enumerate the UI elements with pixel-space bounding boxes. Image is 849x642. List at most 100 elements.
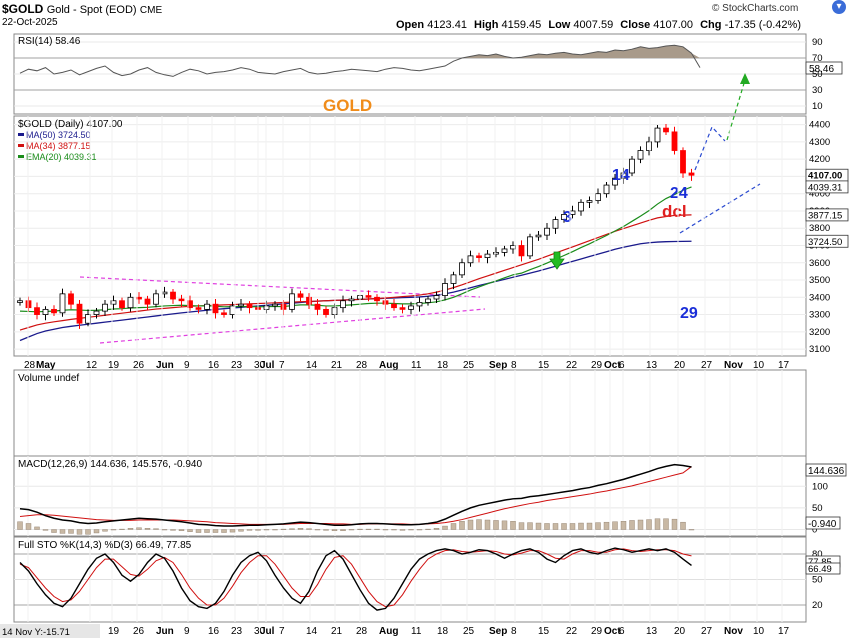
candle-up	[586, 200, 593, 203]
bottom-x-tick-label: 23	[231, 626, 243, 637]
bottom-x-tick-label: 27	[701, 626, 713, 637]
candle-down	[297, 293, 304, 298]
macd-histogram-bar	[204, 529, 210, 533]
macd-histogram-bar	[459, 521, 465, 530]
candle-down	[178, 298, 185, 302]
price-projection-blue	[694, 125, 726, 171]
candle-up	[442, 283, 448, 296]
macd-histogram-bar	[561, 523, 567, 530]
macd-histogram-bar	[510, 521, 516, 530]
price-x-tick-label: 8	[511, 360, 517, 371]
macd-histogram-bar	[51, 529, 57, 533]
chg-value: -17.35 (-0.42%)	[724, 19, 801, 31]
price-tick-label: 4000	[809, 189, 830, 200]
legend-ma34-swatch	[18, 144, 24, 147]
macd-histogram-bar	[467, 519, 474, 530]
macd-histogram-bar	[382, 529, 389, 531]
macd-histogram-bar	[272, 529, 278, 531]
price-tick-label: 3100	[809, 344, 830, 355]
candle-down	[680, 150, 686, 174]
macd-histogram-bar	[340, 529, 346, 532]
bottom-x-tick-label: 6	[619, 626, 625, 637]
chg-label: Chg	[700, 19, 722, 31]
macd-histogram-bar	[144, 528, 151, 530]
settings-icon[interactable]: ▾	[832, 0, 846, 14]
price-x-tick-label: 28	[24, 360, 36, 371]
gold-annotation: GOLD	[323, 96, 372, 115]
buy-arrow-icon	[549, 251, 565, 270]
bottom-x-tick-label: Jun	[156, 626, 174, 637]
candle-up	[272, 303, 278, 307]
candle-up	[153, 293, 159, 305]
macd-histogram-bar	[450, 523, 457, 530]
candle-down	[688, 172, 695, 176]
macd-histogram-bar	[408, 529, 414, 531]
candle-down	[323, 308, 329, 315]
price-tick-label: 3800	[809, 223, 830, 234]
candle-down	[170, 291, 176, 300]
macd-histogram-bar	[246, 529, 253, 531]
macd-histogram-bar	[442, 525, 448, 530]
price-x-tick-label: 16	[208, 360, 220, 371]
candle-up	[340, 300, 346, 309]
candle-down	[365, 295, 372, 298]
sto-k-value-box	[805, 562, 841, 575]
macd-histogram-bar	[399, 529, 406, 531]
bottom-x-tick-label: Jul	[260, 626, 275, 637]
bottom-x-tick-label: 17	[778, 626, 790, 637]
candle-up	[450, 274, 457, 284]
price-x-tick-label: Sep	[489, 360, 507, 371]
macd-histogram-bar	[331, 529, 338, 532]
price-tick-label: 4200	[809, 154, 830, 165]
price-tick-label: 3500	[809, 275, 830, 286]
macd-histogram-bar	[25, 523, 32, 530]
macd-histogram-bar	[374, 528, 380, 530]
price-x-tick-label: 9	[184, 360, 190, 371]
macd-tick-label: 100	[812, 481, 828, 492]
candle-up	[501, 248, 508, 253]
macd-histogram-bar	[170, 529, 176, 531]
candle-up	[654, 127, 661, 143]
rsi-title: RSI(14) 58.46	[18, 36, 81, 47]
candle-up	[493, 252, 499, 255]
price-value-box	[805, 234, 849, 248]
macd-hist-value-box	[805, 516, 841, 530]
candle-up	[467, 255, 474, 264]
candle-up	[578, 201, 584, 212]
sto-k-last-value: 66.49	[808, 564, 832, 575]
candle-up	[204, 303, 210, 310]
candle-down	[34, 307, 40, 315]
macd-last-value: 144.636	[808, 466, 845, 477]
dcl-annotation: dcl	[662, 202, 687, 221]
macd-histogram-bar	[289, 528, 295, 530]
bottom-x-tick-label: 16	[208, 626, 220, 637]
ticker-exchange: CME	[139, 5, 163, 16]
macd-histogram-bar	[612, 521, 618, 530]
price-x-tick-label: 25	[463, 360, 475, 371]
candle-up	[484, 253, 491, 258]
price-value-label: 3877.15	[808, 210, 842, 221]
price-tick-label: 4300	[809, 137, 830, 148]
price-tick-label: 3200	[809, 327, 830, 338]
macd-histogram-bar	[297, 528, 304, 530]
bottom-x-tick-label: 22	[566, 626, 578, 637]
candle-down	[246, 303, 253, 309]
legend-ema20-swatch	[18, 155, 24, 158]
macd-histogram-bar	[416, 529, 423, 531]
rsi-panel: RSI(14) 58.46 58.46 10 30 50 70 90	[13, 33, 843, 115]
macd-histogram-bar	[671, 518, 678, 530]
candle-up	[42, 308, 49, 315]
macd-histogram-bar	[544, 523, 550, 530]
macd-histogram-bar	[391, 529, 397, 531]
price-x-tick-label: Jun	[156, 360, 174, 371]
rsi-overbought-fill	[20, 45, 700, 58]
rsi-tick-label: 90	[812, 37, 823, 48]
macd-histogram-bar	[306, 528, 312, 530]
candle-up	[408, 305, 414, 310]
candle-up	[238, 303, 244, 307]
candle-down	[671, 131, 678, 151]
macd-histogram-bar	[654, 518, 661, 530]
macd-histogram-bar	[493, 520, 499, 530]
